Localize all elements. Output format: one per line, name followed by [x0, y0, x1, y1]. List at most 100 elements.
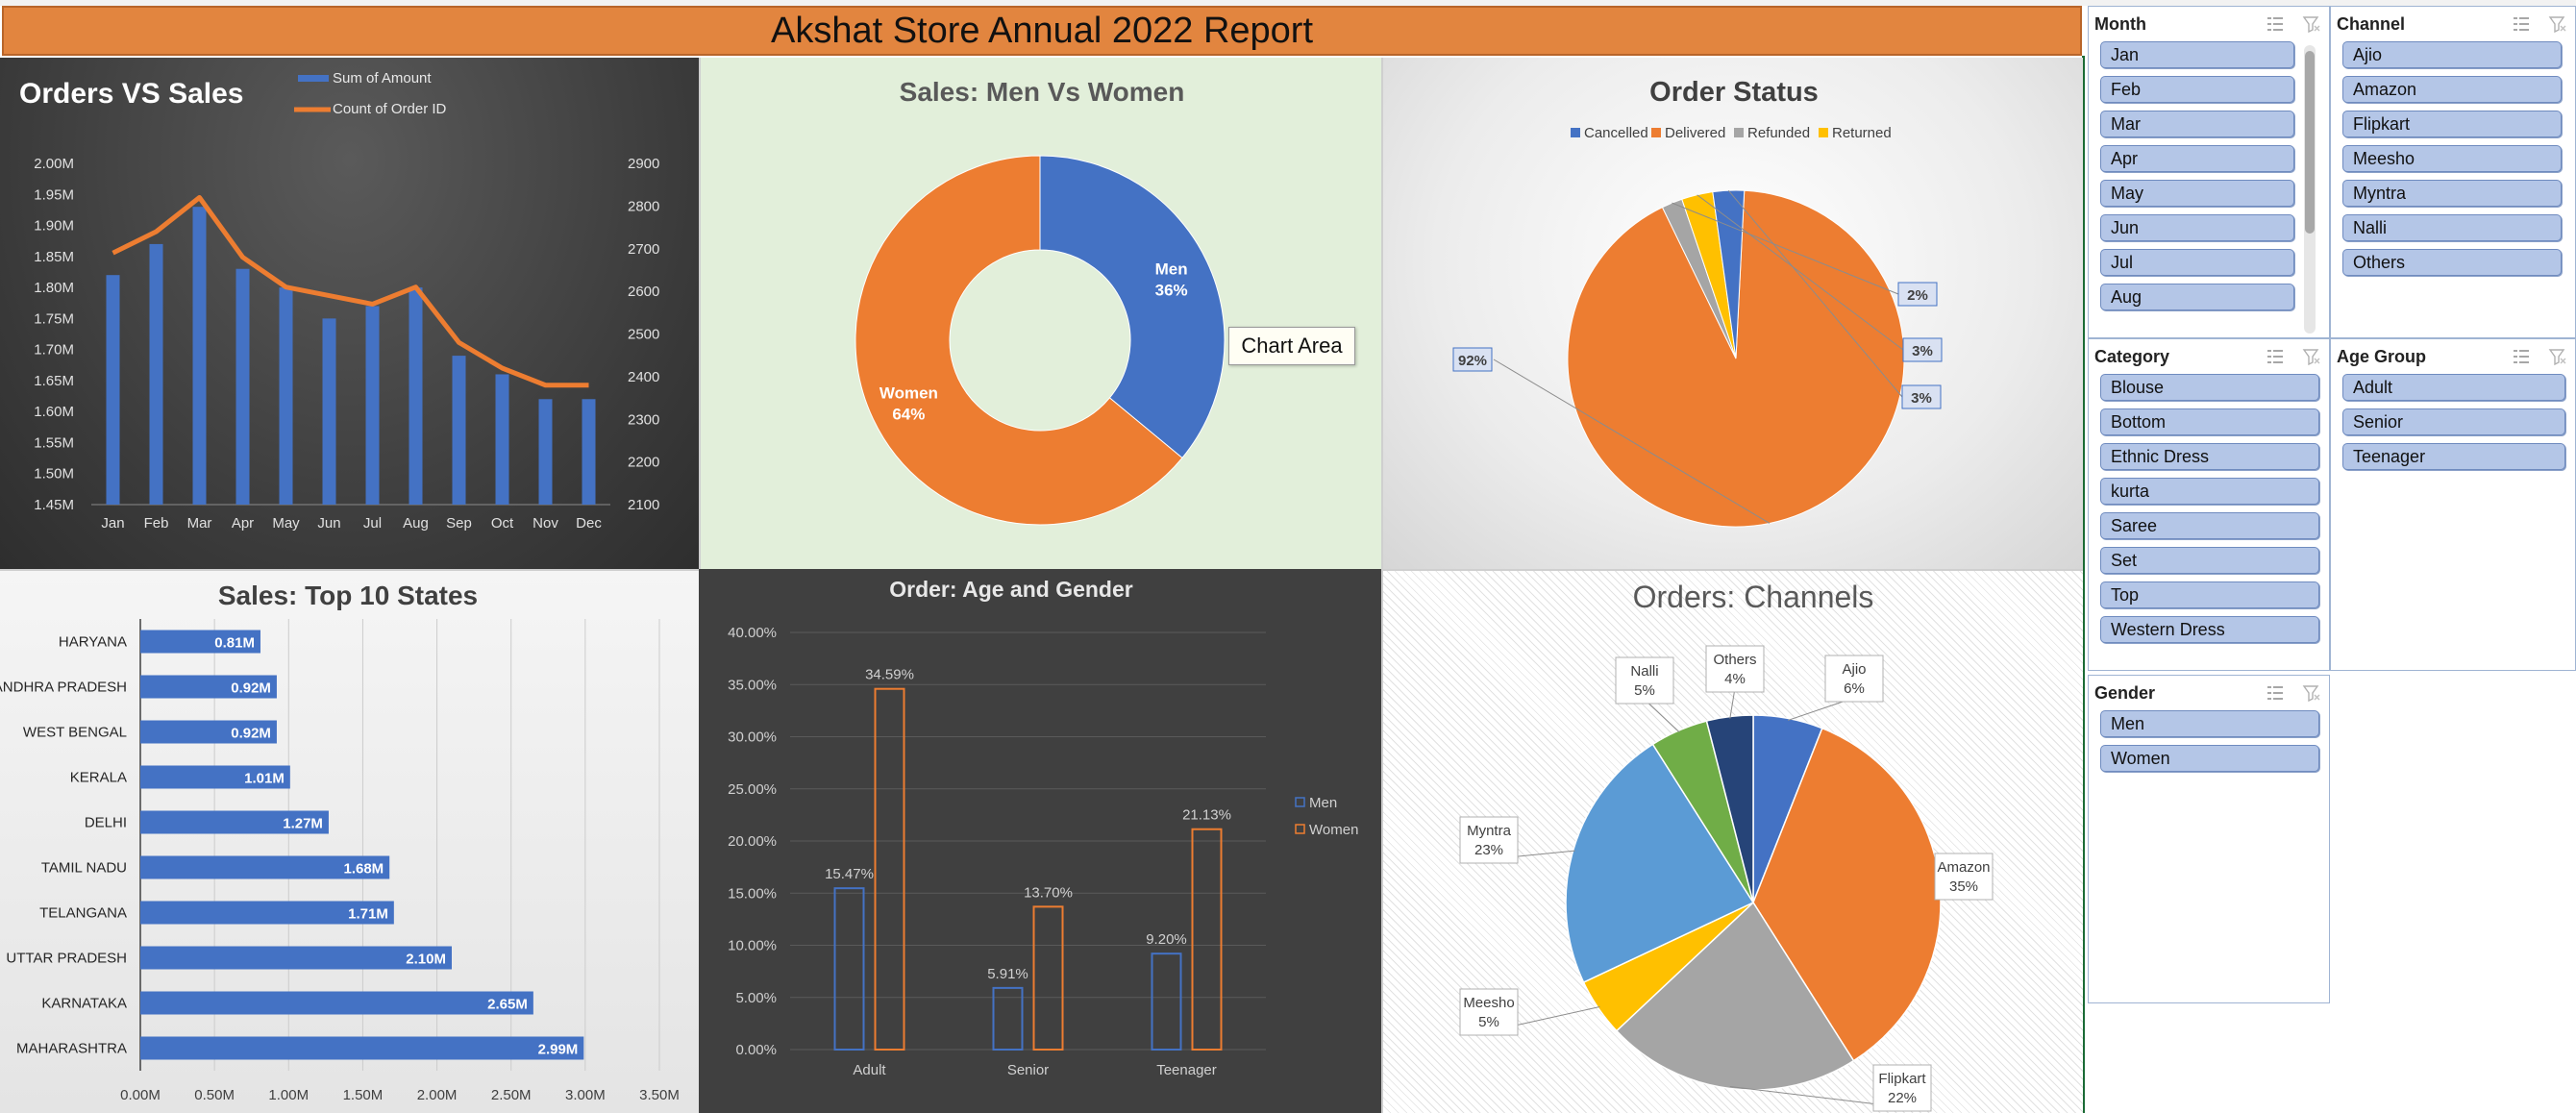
slicer-item-ethnic-dress[interactable]: Ethnic Dress	[2100, 443, 2319, 470]
bar-haryana	[140, 630, 260, 654]
slicer-item-may[interactable]: May	[2100, 180, 2294, 207]
slicer-item-women[interactable]: Women	[2100, 745, 2319, 772]
data-label: 92%	[1458, 353, 1487, 369]
x-tick: Senior	[1007, 1062, 1049, 1078]
slicer-item-flipkart[interactable]: Flipkart	[2342, 111, 2562, 137]
slicer-item-aug[interactable]: Aug	[2100, 284, 2294, 310]
clear-filter-icon[interactable]	[2302, 347, 2321, 366]
chart-title: Order Status	[1649, 77, 1819, 108]
bar-sales-jul	[365, 306, 380, 505]
slicer-title: Category	[2094, 346, 2170, 366]
y-right-tick: 2600	[628, 284, 659, 300]
slicer-item-jun[interactable]: Jun	[2100, 214, 2294, 241]
bar-sales-mar	[192, 207, 207, 505]
chart-age-gender[interactable]: Order: Age and Gender 0.00% 5.00% 10.00% 15.…	[699, 569, 1381, 1113]
slicer-items: Ajio Amazon Flipkart Meesho Myntra Nalli Other…	[2331, 41, 2575, 276]
slicer-item-set[interactable]: Set	[2100, 547, 2319, 574]
slicer-header: Category	[2089, 339, 2329, 374]
slicer-item-top[interactable]: Top	[2100, 581, 2319, 608]
multi-select-icon[interactable]	[2512, 347, 2531, 366]
y-right-tick: 2800	[628, 198, 659, 214]
slicer-item-senior[interactable]: Senior	[2342, 408, 2565, 435]
bar-label: 1.01M	[244, 771, 285, 787]
legend-swatch	[1819, 128, 1828, 137]
clear-filter-icon[interactable]	[2548, 347, 2567, 366]
slicer-item-adult[interactable]: Adult	[2342, 374, 2565, 401]
y-left-tick: 1.90M	[34, 218, 74, 235]
y-left-tick: 1.80M	[34, 280, 74, 296]
chart-top-states[interactable]: Sales: Top 10 States 0.00M 0.50M 1.00M 1.50M…	[0, 569, 699, 1113]
multi-select-icon[interactable]	[2266, 14, 2285, 34]
chart-channels[interactable]: Orders: Channels Ajio 6% Amazon 35% Flipkart 2…	[1381, 569, 2083, 1113]
clear-filter-icon[interactable]	[2302, 14, 2321, 34]
y-right-tick: 2500	[628, 327, 659, 343]
slicer-scrollbar[interactable]	[2304, 45, 2316, 334]
slice-label-value: 23%	[1474, 842, 1503, 858]
legend-label: Women	[1309, 822, 1358, 838]
bar-label: 5.91%	[987, 966, 1028, 982]
chart-order-status[interactable]: Order Status Cancelled Delivered Refunded Re…	[1381, 58, 2083, 569]
slicer-item-amazon[interactable]: Amazon	[2342, 76, 2562, 103]
slicer-item-myntra[interactable]: Myntra	[2342, 180, 2562, 207]
multi-select-icon[interactable]	[2266, 347, 2285, 366]
slicer-item-apr[interactable]: Apr	[2100, 145, 2294, 172]
bar-andhra-pradesh	[140, 675, 277, 699]
slicer-age-group[interactable]: Age Group Adult Senior Teenager	[2330, 338, 2576, 671]
slicer-items: Adult Senior Teenager	[2331, 374, 2575, 470]
y-right-tick: 2900	[628, 156, 659, 172]
slicer-gender[interactable]: Gender Men Women	[2088, 675, 2330, 1003]
scroll-thumb[interactable]	[2305, 51, 2315, 234]
bar-maharashtra	[140, 1036, 584, 1060]
y-tick: DELHI	[85, 815, 127, 831]
slicer-item-teenager[interactable]: Teenager	[2342, 443, 2565, 470]
multi-select-icon[interactable]	[2512, 14, 2531, 34]
report-title-text: Akshat Store Annual 2022 Report	[770, 10, 1314, 51]
clear-filter-icon[interactable]	[2548, 14, 2567, 34]
chart-orders-vs-sales[interactable]: Orders VS Sales Sum of Amount Count of Ord…	[0, 58, 699, 569]
data-label: 3%	[1911, 390, 1932, 407]
data-label-box	[1459, 816, 1519, 864]
y-tick: MAHARASHTRA	[16, 1041, 127, 1057]
slicer-item-feb[interactable]: Feb	[2100, 76, 2294, 103]
y-tick: 35.00%	[728, 677, 777, 693]
bar-label: 13.70%	[1024, 884, 1073, 901]
y-tick: 15.00%	[728, 885, 777, 902]
channels-svg: Orders: Channels Ajio 6% Amazon 35% Flipkart 2…	[1459, 580, 1994, 1112]
slicer-item-men[interactable]: Men	[2100, 710, 2319, 737]
x-tick: Mar	[187, 515, 212, 532]
y-left-tick: 1.85M	[34, 249, 74, 265]
slicer-item-meesho[interactable]: Meesho	[2342, 145, 2562, 172]
slicer-item-nalli[interactable]: Nalli	[2342, 214, 2562, 241]
slicer-month[interactable]: Month Jan Feb Mar Apr May Jun Jul Aug	[2088, 6, 2330, 338]
slicer-item-others[interactable]: Others	[2342, 249, 2562, 276]
chart-men-vs-women[interactable]: Sales: Men Vs Women Men 36% Women 64%	[699, 58, 1381, 569]
leader-line	[1727, 189, 1903, 398]
slicer-category[interactable]: Category Blouse Bottom Ethnic Dress kurta Sa…	[2088, 338, 2330, 671]
slicer-item-jul[interactable]: Jul	[2100, 249, 2294, 276]
report-title: Akshat Store Annual 2022 Report	[2, 6, 2082, 56]
bar-sales-apr	[235, 268, 250, 505]
slicer-channel[interactable]: Channel Ajio Amazon Flipkart Meesho Myntra Na…	[2330, 6, 2576, 338]
y-tick: 20.00%	[728, 833, 777, 850]
legend-swatch	[1571, 128, 1580, 137]
slicer-item-kurta[interactable]: kurta	[2100, 478, 2319, 505]
slicer-item-bottom[interactable]: Bottom	[2100, 408, 2319, 435]
bar-label: 1.68M	[343, 861, 384, 878]
clear-filter-icon[interactable]	[2302, 683, 2321, 703]
slicer-item-mar[interactable]: Mar	[2100, 111, 2294, 137]
chart-area-tooltip: Chart Area	[1228, 327, 1355, 365]
legend-label: Returned	[1832, 125, 1892, 141]
slicer-item-ajio[interactable]: Ajio	[2342, 41, 2562, 68]
legend-swatch	[1651, 128, 1661, 137]
slicer-item-jan[interactable]: Jan	[2100, 41, 2294, 68]
bar-sales-may	[279, 287, 293, 505]
x-tick: Sep	[446, 515, 472, 532]
slicer-item-western-dress[interactable]: Western Dress	[2100, 616, 2319, 643]
y-tick: 10.00%	[728, 938, 777, 954]
legend-swatch	[1295, 797, 1305, 807]
slicer-item-blouse[interactable]: Blouse	[2100, 374, 2319, 401]
bar-west-bengal	[140, 720, 277, 744]
slicer-item-saree[interactable]: Saree	[2100, 512, 2319, 539]
x-tick: 1.00M	[268, 1087, 309, 1103]
multi-select-icon[interactable]	[2266, 683, 2285, 703]
